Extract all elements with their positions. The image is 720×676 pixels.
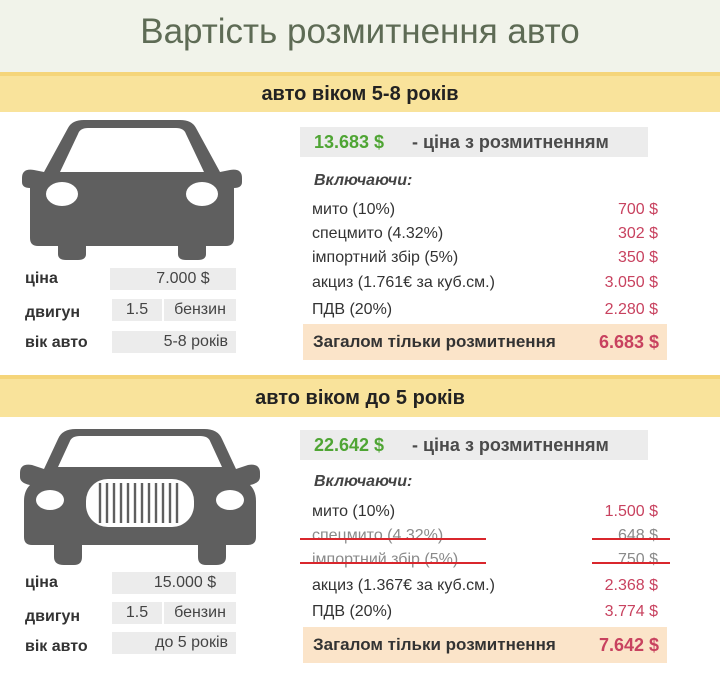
car-front-icon bbox=[22, 120, 242, 260]
fee-label: акциз (1.367€ за куб.см.) bbox=[312, 577, 495, 594]
total-price-value: 13.683 $ bbox=[314, 132, 385, 152]
total-price-label: - ціна з розмитненням bbox=[412, 132, 609, 152]
fee-label: мито (10%) bbox=[312, 503, 396, 520]
fee-row: спецмито (4.32%) 302 $ bbox=[312, 225, 658, 249]
fee-value: 2.368 $ bbox=[604, 577, 658, 594]
spec-engine-fuel: бензин bbox=[164, 602, 236, 624]
fee-value: 3.774 $ bbox=[604, 603, 658, 620]
fee-label: акциз (1.761€ за куб.см.) bbox=[312, 274, 495, 291]
fee-value: 648 $ bbox=[617, 527, 658, 544]
fee-row: акциз (1.761€ за куб.см.) 3.050 $ bbox=[312, 274, 658, 298]
spec-engine-volume: 1.5 bbox=[112, 299, 162, 321]
fee-row: мито (10%) 700 $ bbox=[312, 201, 658, 225]
spec-engine-volume: 1.5 bbox=[112, 602, 162, 624]
fee-label: мито (10%) bbox=[312, 201, 396, 218]
customs-total-row: Загалом тільки розмитнення 7.642 $ bbox=[303, 627, 667, 663]
spec-price-label: ціна bbox=[25, 574, 58, 591]
spec-age-label: вік авто bbox=[25, 638, 88, 655]
customs-total-value: 7.642 $ bbox=[598, 635, 659, 655]
strikethrough-line bbox=[592, 562, 670, 564]
fee-label: імпортний збір (5%) bbox=[312, 551, 459, 568]
title-bar bbox=[0, 0, 720, 72]
fee-value: 750 $ bbox=[617, 551, 658, 568]
page-title: Вартість розмитнення авто bbox=[140, 12, 580, 51]
strikethrough-line bbox=[300, 562, 486, 564]
spec-engine-fuel: бензин bbox=[164, 299, 236, 321]
fee-row: ПДВ (20%) 2.280 $ bbox=[312, 301, 658, 325]
strikethrough-line bbox=[592, 538, 670, 540]
fee-value: 302 $ bbox=[617, 225, 658, 242]
customs-total-row: Загалом тільки розмитнення 6.683 $ bbox=[303, 324, 667, 360]
fee-row: ПДВ (20%) 3.774 $ bbox=[312, 603, 658, 627]
spec-price-value: 15.000 $ bbox=[112, 572, 236, 594]
luxury-car-front-icon bbox=[20, 429, 260, 565]
strikethrough-line bbox=[300, 538, 486, 540]
total-price-bar: 13.683 $ - ціна з розмитненням bbox=[300, 127, 648, 157]
customs-total-label: Загалом тільки розмитнення bbox=[313, 635, 556, 654]
total-price-label: - ціна з розмитненням bbox=[412, 435, 609, 455]
including-label: Включаючи: bbox=[314, 473, 413, 490]
fee-value: 2.280 $ bbox=[604, 301, 658, 318]
fee-value: 1.500 $ bbox=[604, 503, 658, 520]
fee-label: ПДВ (20%) bbox=[312, 603, 393, 620]
spec-engine-label: двигун bbox=[25, 608, 81, 625]
fee-value: 350 $ bbox=[617, 249, 658, 266]
spec-engine-label: двигун bbox=[25, 304, 81, 321]
spec-age-label: вік авто bbox=[25, 334, 88, 351]
fee-label: ПДВ (20%) bbox=[312, 301, 393, 318]
spec-age-value: 5-8 років bbox=[112, 331, 236, 353]
fee-label: спецмито (4.32%) bbox=[312, 225, 444, 242]
spec-age-value: до 5 років bbox=[112, 632, 236, 654]
fee-label: імпортний збір (5%) bbox=[312, 249, 459, 266]
section1-heading: авто віком 5-8 років bbox=[0, 72, 720, 112]
fee-value: 700 $ bbox=[617, 201, 658, 218]
fee-label: спецмито (4.32%) bbox=[312, 527, 444, 544]
total-price-bar: 22.642 $ - ціна з розмитненням bbox=[300, 430, 648, 460]
including-label: Включаючи: bbox=[314, 172, 413, 189]
spec-price-value: 7.000 $ bbox=[110, 268, 236, 290]
spec-price-label: ціна bbox=[25, 270, 58, 287]
customs-total-label: Загалом тільки розмитнення bbox=[313, 332, 556, 351]
total-price-value: 22.642 $ bbox=[314, 435, 385, 455]
fee-row: акциз (1.367€ за куб.см.) 2.368 $ bbox=[312, 577, 658, 601]
fee-row: імпортний збір (5%) 350 $ bbox=[312, 249, 658, 273]
fee-value: 3.050 $ bbox=[604, 274, 658, 291]
section2-heading: авто віком до 5 років bbox=[0, 375, 720, 417]
fee-row: мито (10%) 1.500 $ bbox=[312, 503, 658, 527]
customs-total-value: 6.683 $ bbox=[598, 332, 659, 352]
